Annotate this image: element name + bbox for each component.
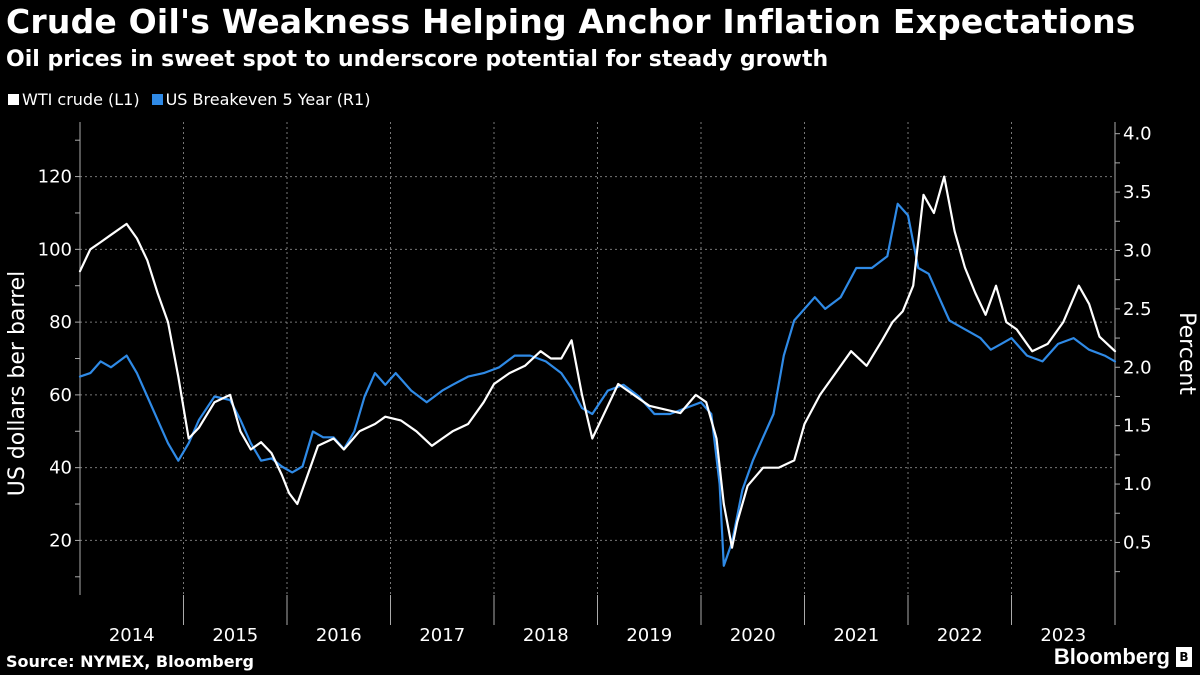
chart-title: Crude Oil's Weakness Helping Anchor Infl… [6, 2, 1136, 41]
left-tick-label: 20 [49, 530, 72, 551]
series-line-breakeven [78, 202, 1117, 567]
legend-swatch-breakeven [151, 94, 163, 105]
legend-item-wti: WTI crude (L1) [8, 90, 140, 109]
brand-badge-icon: B [1176, 647, 1192, 667]
legend-swatch-wti [8, 94, 19, 105]
legend-label-breakeven: US Breakeven 5 Year (R1) [165, 90, 371, 109]
brand-logo: Bloomberg B [1054, 644, 1192, 670]
x-tick-label: 2021 [833, 625, 879, 646]
x-tick-label: 2020 [730, 625, 776, 646]
left-tick-label: 100 [38, 239, 72, 260]
x-tick-label: 2019 [626, 625, 672, 646]
legend-item-breakeven: US Breakeven 5 Year (R1) [151, 90, 371, 109]
right-tick-label: 2.0 [1123, 357, 1152, 378]
series-line-wti [78, 175, 1117, 549]
left-axis-title: US dollars ber barrel [5, 271, 30, 497]
x-tick-label: 2015 [212, 625, 258, 646]
right-tick-label: 3.0 [1123, 240, 1152, 261]
right-axis-title: Percent [1174, 312, 1199, 395]
right-tick-label: 2.5 [1123, 299, 1152, 320]
right-tick-label: 1.0 [1123, 474, 1152, 495]
x-tick-label: 2014 [109, 625, 155, 646]
right-tick-label: 0.5 [1123, 532, 1152, 553]
left-tick-label: 40 [49, 458, 72, 479]
x-tick-label: 2022 [937, 625, 983, 646]
legend: WTI crude (L1) US Breakeven 5 Year (R1) [8, 90, 370, 109]
x-tick-label: 2018 [523, 625, 569, 646]
x-tick-label: 2016 [316, 625, 362, 646]
right-tick-label: 4.0 [1123, 124, 1152, 145]
chart-subtitle: Oil prices in sweet spot to underscore p… [6, 47, 829, 72]
left-tick-label: 60 [49, 385, 72, 406]
left-tick-label: 80 [49, 312, 72, 333]
x-tick-label: 2017 [419, 625, 465, 646]
right-tick-label: 1.5 [1123, 416, 1152, 437]
brand-wordmark: Bloomberg [1053, 644, 1170, 669]
x-tick-label: 2023 [1040, 625, 1086, 646]
left-tick-label: 120 [38, 167, 72, 188]
source-note: Source: NYMEX, Bloomberg [6, 652, 254, 671]
legend-label-wti: WTI crude (L1) [22, 90, 140, 109]
right-tick-label: 3.5 [1123, 182, 1152, 203]
